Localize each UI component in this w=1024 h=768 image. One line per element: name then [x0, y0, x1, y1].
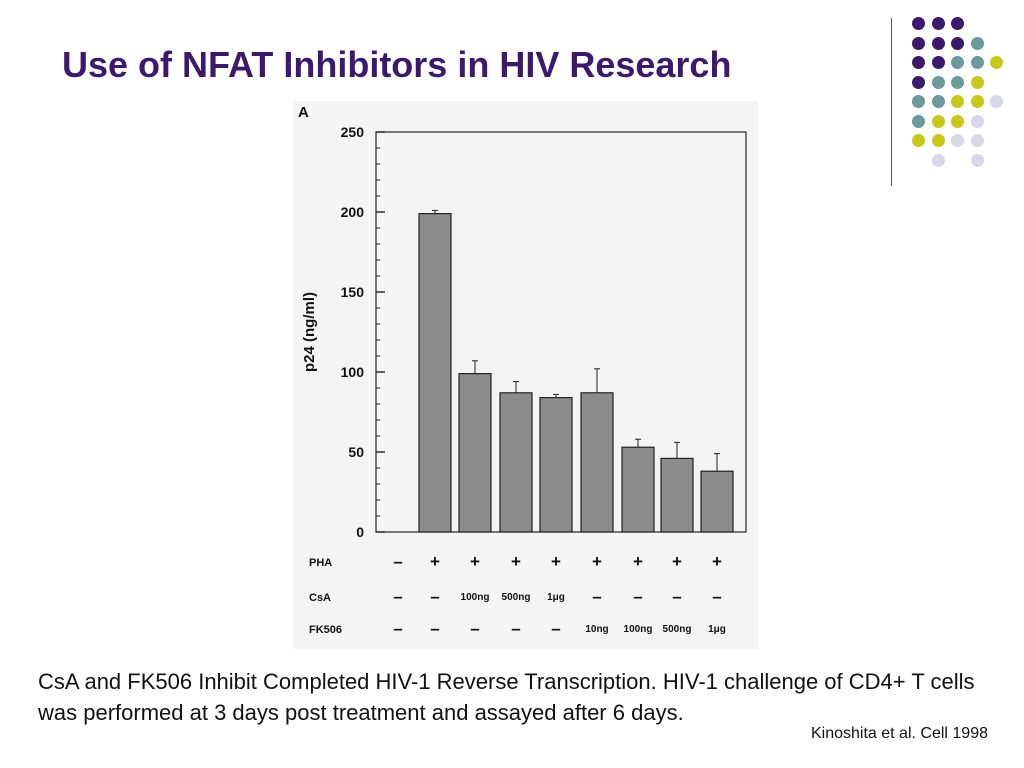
- decorative-dot: [970, 56, 984, 69]
- condition-cell: 1μg: [708, 624, 726, 635]
- condition-row-label: CsA: [309, 592, 331, 604]
- condition-cell: +: [511, 552, 521, 571]
- condition-cell: –: [393, 552, 402, 571]
- condition-cell: +: [470, 552, 480, 571]
- y-tick-label: 100: [341, 364, 365, 380]
- condition-cell: +: [712, 552, 722, 571]
- decorative-dot: [912, 114, 925, 128]
- condition-cell: –: [511, 619, 520, 638]
- condition-cell: 100ng: [624, 624, 653, 635]
- y-tick-label: 50: [348, 444, 364, 460]
- condition-cell: –: [551, 619, 560, 638]
- decorative-dot: [931, 17, 945, 30]
- condition-cell: –: [430, 587, 439, 606]
- condition-cell: +: [551, 552, 561, 571]
- condition-cell: –: [393, 619, 402, 638]
- condition-cell: 1μg: [547, 592, 565, 603]
- decorative-dot: [912, 56, 925, 69]
- decorative-dot: [931, 114, 945, 128]
- condition-row-label: PHA: [309, 557, 332, 569]
- decorative-dot: [970, 114, 984, 128]
- decorative-dot: [931, 95, 945, 108]
- decorative-dot: [931, 153, 945, 167]
- decorative-dot: [970, 134, 984, 147]
- decorative-dot: [970, 75, 984, 89]
- condition-cell: –: [393, 587, 402, 606]
- slide-title: Use of NFAT Inhibitors in HIV Research: [62, 44, 732, 85]
- panel-label: A: [298, 104, 309, 121]
- decorative-dot-grid: [900, 14, 1024, 174]
- decorative-dot: [951, 56, 964, 69]
- condition-cell: –: [430, 619, 439, 638]
- condition-cell: +: [633, 552, 643, 571]
- decorative-dot: [970, 36, 984, 50]
- condition-row-label: FK506: [309, 624, 342, 636]
- bar: [621, 446, 655, 533]
- decorative-dot: [931, 75, 945, 89]
- condition-cell: 500ng: [663, 624, 692, 635]
- decorative-dot: [912, 95, 925, 108]
- y-axis-label: p24 (ng/ml): [301, 292, 318, 372]
- condition-cell: –: [672, 587, 681, 606]
- bar: [418, 212, 452, 533]
- decorative-dot: [990, 95, 1003, 108]
- decorative-dot: [912, 36, 925, 50]
- decorative-dot: [931, 56, 945, 69]
- y-tick-label: 150: [341, 284, 365, 300]
- y-tick-label: 0: [356, 524, 364, 540]
- decorative-dot: [951, 75, 964, 89]
- decorative-dot: [931, 134, 945, 147]
- decorative-dot: [912, 134, 925, 147]
- bar: [458, 373, 492, 533]
- bar: [700, 470, 734, 533]
- bar: [580, 392, 614, 533]
- condition-cell: –: [712, 587, 721, 606]
- condition-cell: 100ng: [461, 592, 490, 603]
- condition-cell: 10ng: [585, 624, 608, 635]
- decorative-dot: [951, 17, 964, 30]
- figure-caption: CsA and FK506 Inhibit Completed HIV-1 Re…: [38, 669, 975, 725]
- divider-line: [891, 18, 892, 186]
- decorative-dot: [912, 75, 925, 89]
- condition-cell: +: [672, 552, 682, 571]
- decorative-dot: [970, 153, 984, 167]
- condition-cell: –: [633, 587, 642, 606]
- decorative-dot: [970, 95, 984, 108]
- citation: Kinoshita et al. Cell 1998: [811, 725, 988, 742]
- bar: [660, 457, 694, 533]
- condition-cell: –: [470, 619, 479, 638]
- decorative-dot: [951, 134, 964, 147]
- decorative-dot: [951, 114, 964, 128]
- condition-cell: –: [592, 587, 601, 606]
- decorative-dot: [990, 56, 1003, 69]
- decorative-dot: [931, 36, 945, 50]
- decorative-dot: [912, 17, 925, 30]
- condition-cell: 500ng: [502, 592, 531, 603]
- y-tick-label: 250: [341, 124, 365, 140]
- condition-cell: +: [430, 552, 440, 571]
- y-tick-label: 200: [341, 204, 365, 220]
- condition-cell: +: [592, 552, 602, 571]
- decorative-dot: [951, 36, 964, 50]
- bar: [499, 392, 533, 533]
- decorative-dot: [951, 95, 964, 108]
- bar: [539, 397, 573, 533]
